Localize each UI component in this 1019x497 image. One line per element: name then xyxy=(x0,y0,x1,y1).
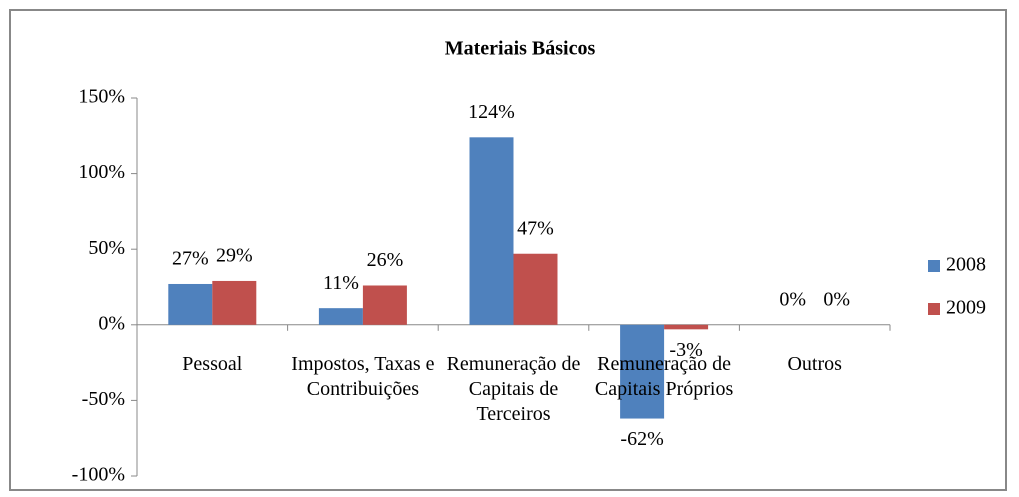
value-label: 0% xyxy=(823,288,850,310)
bar xyxy=(469,137,514,325)
y-tick-label: 100% xyxy=(78,161,125,183)
chart-title: Materiais Básicos xyxy=(445,38,596,60)
x-tick-label: Remuneração de Capitais Próprios xyxy=(594,353,734,400)
value-label: -62% xyxy=(620,428,663,450)
y-tick-label: -50% xyxy=(82,388,125,410)
value-label: 26% xyxy=(367,249,404,271)
legend-swatch xyxy=(928,260,940,272)
bar xyxy=(664,324,709,330)
x-tick-label: Remuneração de Capitais de Terceiros xyxy=(446,353,581,425)
value-label: 27% xyxy=(172,248,209,270)
y-tick-label: 50% xyxy=(88,237,125,259)
value-label: 47% xyxy=(517,217,554,239)
y-tick-label: -100% xyxy=(72,464,125,486)
x-tick-label: Outros xyxy=(787,353,842,375)
bar xyxy=(212,280,257,325)
value-label: -3% xyxy=(669,339,702,361)
bar xyxy=(513,253,558,325)
value-label: 124% xyxy=(468,101,515,123)
value-label: 0% xyxy=(779,288,806,310)
legend-label: 2009 xyxy=(946,297,986,319)
y-tick-label: 0% xyxy=(98,312,125,334)
value-label: 11% xyxy=(323,272,359,294)
bar xyxy=(318,308,363,325)
x-tick-label: Impostos, Taxas e Contribuições xyxy=(291,353,435,400)
bar xyxy=(620,324,665,419)
legend-label: 2008 xyxy=(946,254,986,276)
value-label: 29% xyxy=(216,245,253,267)
legend-swatch xyxy=(928,303,940,315)
x-tick-label: Pessoal xyxy=(182,353,243,375)
bar xyxy=(362,285,407,325)
bar xyxy=(168,283,213,325)
y-tick-label: 150% xyxy=(78,86,125,108)
